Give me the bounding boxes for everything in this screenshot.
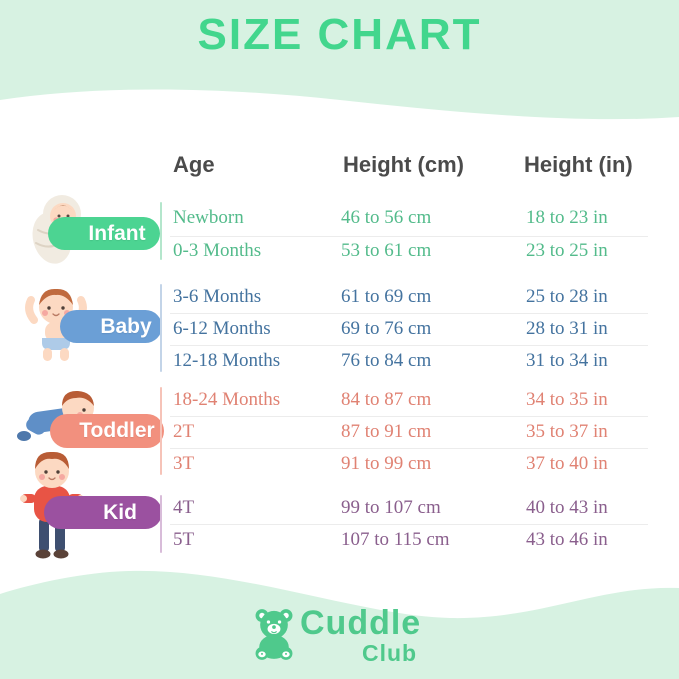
age-cell: Newborn — [173, 207, 244, 228]
height-cm-cell: 76 to 84 cm — [341, 350, 432, 371]
group-label: Baby — [100, 314, 152, 338]
brand-name: Cuddle — [300, 604, 422, 642]
age-cell: 0-3 Months — [173, 240, 262, 261]
group-pill-baby: Baby — [60, 310, 162, 343]
height-cm-cell: 91 to 99 cm — [341, 453, 432, 474]
age-cell: 6-12 Months — [173, 318, 271, 339]
age-cell: 4T — [173, 497, 195, 518]
height-in-cell: 23 to 25 in — [526, 240, 608, 261]
column-header-height-in: Height (in) — [524, 152, 633, 177]
row-divider — [170, 448, 648, 449]
group-pill-kid: Kid — [44, 496, 162, 529]
teddy-bear-icon — [255, 609, 293, 660]
group-separator-kid — [160, 495, 162, 553]
age-cell: 18-24 Months — [173, 389, 281, 410]
height-in-cell: 35 to 37 in — [526, 421, 608, 442]
age-cell: 5T — [173, 529, 195, 550]
group-pill-infant: Infant — [48, 217, 160, 250]
group-separator-toddler — [160, 387, 162, 475]
height-cm-cell: 46 to 56 cm — [341, 207, 432, 228]
group-separator-baby — [160, 284, 162, 372]
height-cm-cell: 61 to 69 cm — [341, 286, 432, 307]
row-divider — [170, 345, 648, 346]
group-label: Kid — [103, 500, 137, 524]
height-cm-cell: 84 to 87 cm — [341, 389, 432, 410]
height-cm-cell: 107 to 115 cm — [341, 529, 450, 550]
height-cm-cell: 99 to 107 cm — [341, 497, 441, 518]
age-cell: 12-18 Months — [173, 350, 281, 371]
height-cm-cell: 53 to 61 cm — [341, 240, 432, 261]
height-in-cell: 18 to 23 in — [526, 207, 608, 228]
height-in-cell: 31 to 34 in — [526, 350, 608, 371]
brand-subname: Club — [362, 640, 418, 666]
column-header-height-cm: Height (cm) — [343, 152, 464, 177]
height-in-cell: 28 to 31 in — [526, 318, 608, 339]
page-title: SIZE CHART — [197, 10, 482, 59]
row-divider — [170, 416, 648, 417]
height-cm-cell: 87 to 91 cm — [341, 421, 432, 442]
row-divider — [170, 236, 648, 237]
age-cell: 2T — [173, 421, 195, 442]
height-cm-cell: 69 to 76 cm — [341, 318, 432, 339]
age-cell: 3-6 Months — [173, 286, 262, 307]
column-header-age: Age — [173, 152, 215, 177]
height-in-cell: 40 to 43 in — [526, 497, 608, 518]
group-separator-infant — [160, 202, 162, 260]
group-label: Toddler — [79, 419, 155, 442]
group-pill-toddler: Toddler — [50, 414, 164, 448]
height-in-cell: 34 to 35 in — [526, 389, 608, 410]
age-cell: 3T — [173, 453, 195, 474]
height-in-cell: 25 to 28 in — [526, 286, 608, 307]
height-in-cell: 43 to 46 in — [526, 529, 608, 550]
row-divider — [170, 524, 648, 525]
height-in-cell: 37 to 40 in — [526, 453, 608, 474]
group-label: Infant — [88, 221, 146, 245]
row-divider — [170, 313, 648, 314]
